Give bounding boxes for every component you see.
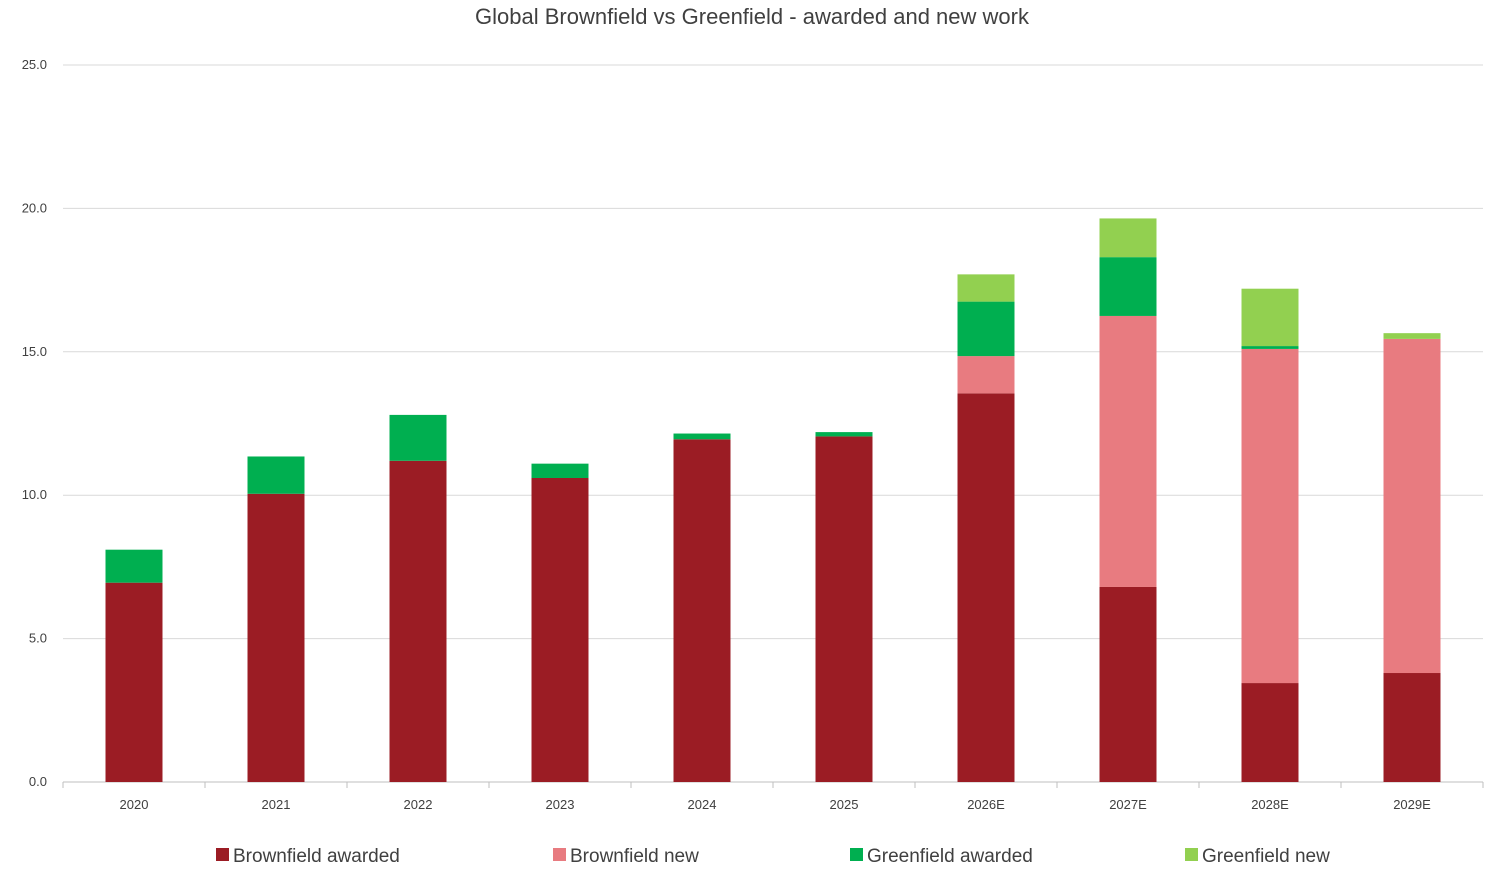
x-tick-label: 2027E xyxy=(1109,797,1147,812)
bar-segment-greenfield-awarded xyxy=(105,549,163,583)
bar-segment-brownfield-new xyxy=(1383,338,1441,674)
bar-segment-greenfield-awarded xyxy=(1099,257,1157,316)
legend-item: Greenfield new xyxy=(1185,846,1330,867)
bar-segment-greenfield-awarded xyxy=(815,432,873,437)
bar-segment-greenfield-new xyxy=(1099,218,1157,258)
legend-label: Greenfield new xyxy=(1202,846,1330,867)
bar-segment-greenfield-new xyxy=(957,274,1015,302)
bar-segment-brownfield-awarded xyxy=(247,493,305,782)
bar-segment-brownfield-awarded xyxy=(1099,586,1157,782)
legend-item: Brownfield new xyxy=(553,846,699,867)
legend-label: Brownfield awarded xyxy=(233,846,400,867)
x-tick-label: 2024 xyxy=(688,797,717,812)
bar-segment-brownfield-awarded xyxy=(1383,673,1441,782)
bar-segment-brownfield-awarded xyxy=(389,460,447,782)
x-tick-label: 2022 xyxy=(404,797,433,812)
y-tick-label: 15.0 xyxy=(22,344,47,359)
bar-segment-brownfield-awarded xyxy=(1241,683,1299,782)
bar-segment-greenfield-awarded xyxy=(247,456,305,494)
x-tick-label: 2026E xyxy=(967,797,1005,812)
y-axis-ticks: 0.0 5.0 10.0 15.0 20.0 25.0 xyxy=(22,57,47,789)
legend-label: Greenfield awarded xyxy=(867,846,1033,867)
bar-segment-greenfield-awarded xyxy=(673,433,731,440)
bar-segment-brownfield-awarded xyxy=(105,582,163,782)
x-tick-label: 2029E xyxy=(1393,797,1431,812)
bar-segment-greenfield-new xyxy=(1241,288,1299,347)
x-tick-label: 2020 xyxy=(120,797,149,812)
legend-swatch xyxy=(216,848,229,861)
x-tick-label: 2025 xyxy=(830,797,859,812)
bar-segment-greenfield-new xyxy=(1383,333,1441,339)
legend-swatch xyxy=(553,848,566,861)
x-tick-label: 2021 xyxy=(262,797,291,812)
bar-segment-greenfield-awarded xyxy=(531,463,589,478)
bar-segment-greenfield-awarded xyxy=(1241,346,1299,349)
y-tick-label: 0.0 xyxy=(29,774,47,789)
bar-segment-brownfield-awarded xyxy=(957,393,1015,782)
bar-segment-brownfield-new xyxy=(957,356,1015,394)
bar-segment-brownfield-new xyxy=(1241,348,1299,684)
legend-item: Brownfield awarded xyxy=(216,846,400,867)
legend-label: Brownfield new xyxy=(570,846,699,867)
bar-segment-brownfield-awarded xyxy=(673,439,731,782)
legend-swatch xyxy=(850,848,863,861)
bar-segment-brownfield-new xyxy=(1099,315,1157,587)
bar-segment-greenfield-awarded xyxy=(389,414,447,461)
legend-item: Greenfield awarded xyxy=(850,846,1033,867)
x-tick-label: 2023 xyxy=(546,797,575,812)
y-tick-label: 5.0 xyxy=(29,631,47,646)
x-tick-label: 2028E xyxy=(1251,797,1289,812)
bar-segment-greenfield-awarded xyxy=(957,301,1015,357)
x-axis: 2020 2021 2022 2023 2024 2025 2026E 2027E 2028E 2… xyxy=(62,782,1484,812)
y-tick-label: 20.0 xyxy=(22,200,47,215)
y-tick-label: 10.0 xyxy=(22,487,47,502)
chart-title: Global Brownfield vs Greenfield - awarde… xyxy=(475,4,1030,29)
legend-swatch xyxy=(1185,848,1198,861)
bar-segment-brownfield-awarded xyxy=(815,436,873,782)
bar-segment-brownfield-awarded xyxy=(531,477,589,782)
y-tick-label: 25.0 xyxy=(22,57,47,72)
legend: Brownfield awarded Brownfield new Greenfie… xyxy=(216,846,1330,867)
bars xyxy=(105,218,1441,782)
